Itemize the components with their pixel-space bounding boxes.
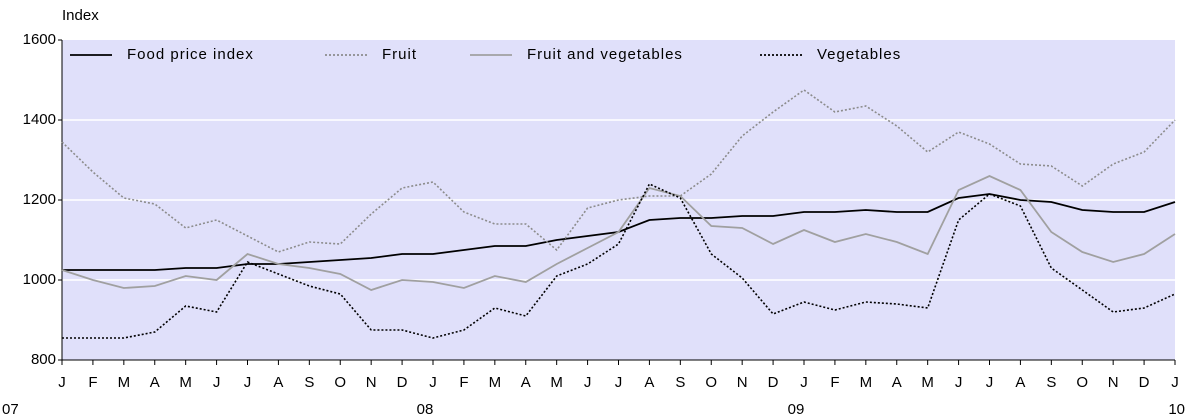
y-axis-label: Index	[62, 7, 99, 24]
x-tick-label: J	[955, 374, 963, 391]
x-tick-label: J	[1171, 374, 1179, 391]
year-label: 08	[417, 401, 434, 418]
x-tick-label: F	[88, 374, 97, 391]
series-line	[61, 89, 1176, 253]
x-tick-label: N	[1108, 374, 1119, 391]
legend: Food price index Fruit Fruit and vegetable…	[70, 46, 901, 63]
series-line	[61, 175, 1176, 291]
year-label: 07	[2, 401, 19, 418]
x-tick-label: J	[244, 374, 252, 391]
series-line	[62, 182, 1176, 339]
x-tick-label: S	[1046, 374, 1056, 391]
x-tick-label: M	[860, 374, 873, 391]
year-label: 10	[1168, 401, 1185, 418]
legend-label: Fruit	[382, 46, 417, 63]
x-tick-label: S	[304, 374, 314, 391]
y-tick-label: 1200	[23, 191, 56, 208]
x-tick-label: A	[1015, 374, 1025, 391]
y-tick-label: 1000	[23, 271, 56, 288]
x-tick-label: A	[644, 374, 654, 391]
y-tick-label: 1600	[23, 31, 56, 48]
x-tick-label: D	[1139, 374, 1150, 391]
year-label: 09	[788, 401, 805, 418]
x-tick-label: J	[213, 374, 221, 391]
x-tick-label: D	[768, 374, 779, 391]
x-tick-label: S	[675, 374, 685, 391]
x-tick-label: D	[397, 374, 408, 391]
x-tick-label: A	[892, 374, 902, 391]
legend-label: Fruit and vegetables	[527, 46, 683, 63]
x-tick-label: J	[615, 374, 623, 391]
x-tick-label: A	[150, 374, 160, 391]
x-tick-label: M	[550, 374, 563, 391]
x-tick-label: O	[705, 374, 717, 391]
x-tick-label: N	[366, 374, 377, 391]
x-tick-label: J	[986, 374, 994, 391]
y-tick-label: 1400	[23, 111, 56, 128]
x-tick-label: F	[830, 374, 839, 391]
x-tick-label: J	[800, 374, 808, 391]
x-tick-label: J	[58, 374, 66, 391]
x-tick-label: M	[118, 374, 131, 391]
x-tick-label: M	[489, 374, 502, 391]
x-tick-label: M	[921, 374, 934, 391]
x-tick-label: J	[429, 374, 437, 391]
x-tick-label: O	[1076, 374, 1088, 391]
y-tick-label: 800	[31, 351, 56, 368]
x-tick-label: F	[459, 374, 468, 391]
x-tick-label: A	[521, 374, 531, 391]
legend-label: Food price index	[127, 46, 254, 63]
x-tick-label: J	[584, 374, 592, 391]
legend-label: Vegetables	[817, 46, 901, 63]
x-tick-label: N	[737, 374, 748, 391]
x-tick-label: A	[273, 374, 283, 391]
x-tick-label: M	[179, 374, 192, 391]
x-tick-label: O	[334, 374, 346, 391]
